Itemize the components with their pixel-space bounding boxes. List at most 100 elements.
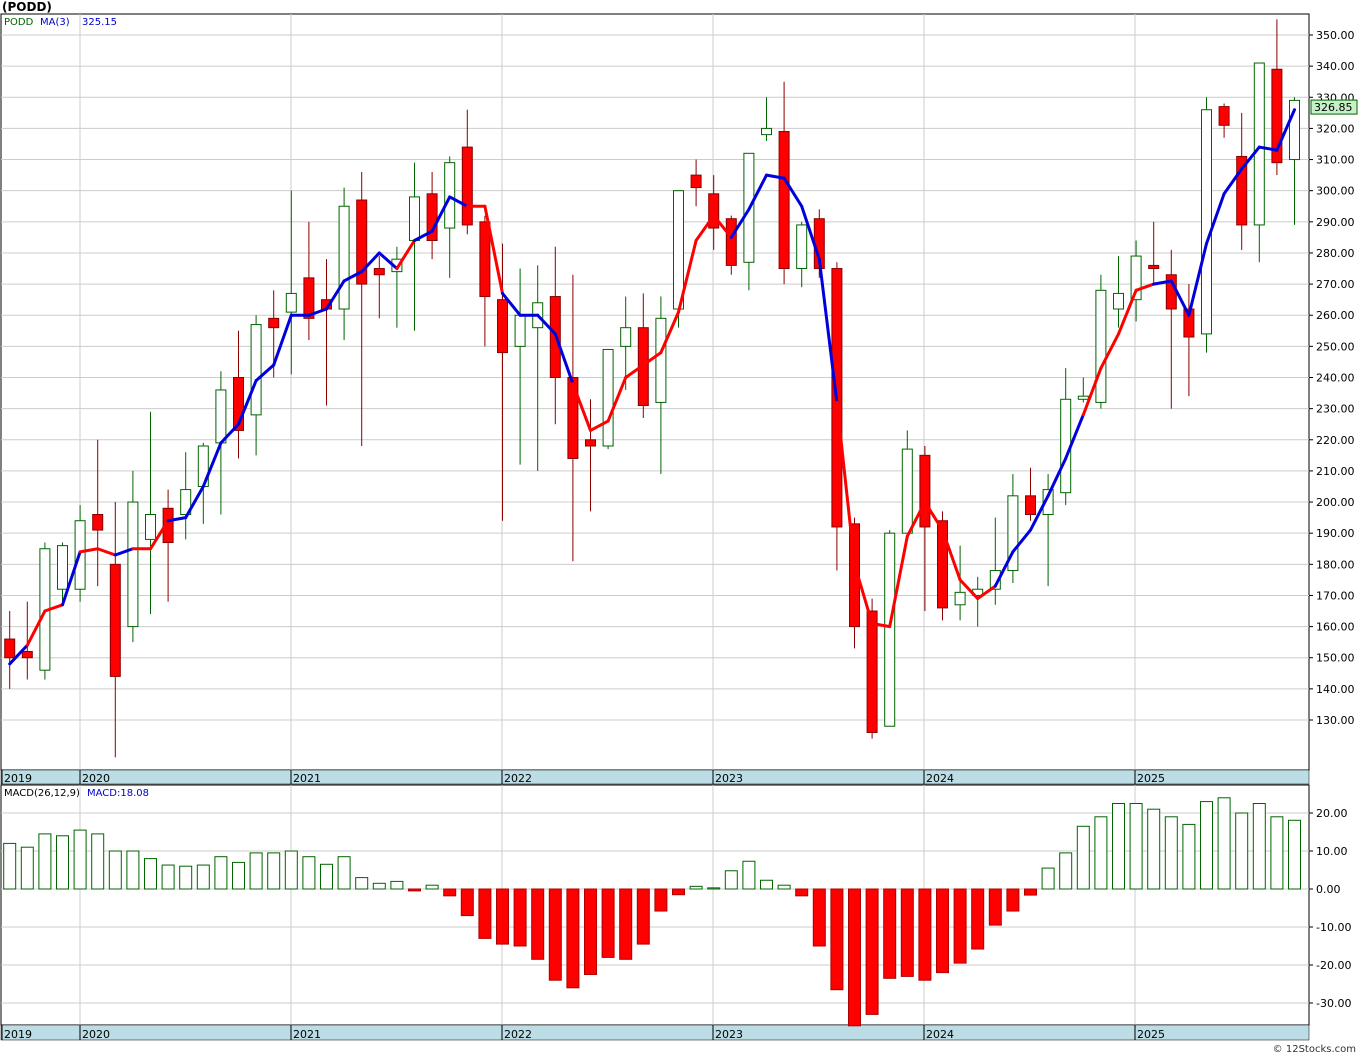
ma3-segment — [712, 214, 733, 239]
ma3-segment — [729, 207, 751, 239]
macd-bar — [1006, 888, 1020, 912]
ma3-segment — [976, 584, 997, 601]
price-tick-label: 220.00 — [1316, 434, 1355, 447]
macd-x-label: 2025 — [1137, 1028, 1165, 1041]
macd-bar — [848, 888, 861, 1027]
candle-body — [268, 317, 280, 329]
ma3-segment — [501, 291, 522, 317]
candle-body — [1113, 292, 1124, 310]
macd-bar — [883, 888, 897, 979]
macd-bar — [144, 858, 157, 890]
macd-bar — [460, 888, 474, 917]
candle-body — [57, 545, 68, 590]
candle-body — [620, 327, 632, 347]
macd-bar — [812, 888, 826, 947]
ma3-segment — [113, 547, 135, 557]
ma3-segment — [237, 379, 258, 426]
ma3-segment — [1029, 494, 1050, 532]
candle-body — [1218, 106, 1230, 126]
macd-x-label: 2019 — [4, 1028, 32, 1041]
macd-bar — [355, 877, 369, 890]
ma3-segment — [993, 550, 1015, 588]
candle-body — [1007, 495, 1019, 572]
ma3-segment — [1169, 279, 1191, 317]
ma3-segment — [78, 547, 100, 554]
macd-bar — [654, 888, 668, 912]
ma3-segment — [1275, 108, 1296, 152]
candle-body — [1253, 62, 1265, 226]
macd-bar — [390, 880, 404, 890]
macd-bar — [73, 829, 87, 890]
candle-body — [285, 292, 297, 313]
price-x-label: 2025 — [1137, 772, 1165, 785]
price-tick-label: 310.00 — [1316, 154, 1355, 167]
ma3-segment — [1257, 145, 1279, 152]
candle-body — [180, 489, 192, 516]
candle-body — [92, 514, 104, 531]
macd-bar — [1200, 801, 1213, 890]
macd-bar — [1112, 803, 1125, 890]
candle-body — [849, 523, 860, 628]
macd-bar — [1235, 812, 1249, 890]
ma3-segment — [870, 621, 892, 629]
price-tick-label: 200.00 — [1316, 496, 1355, 509]
macd-bar — [1252, 803, 1266, 890]
price-tick-label: 210.00 — [1316, 465, 1355, 478]
macd-bar — [865, 888, 879, 1015]
candle-body — [954, 591, 966, 606]
macd-bar — [249, 852, 263, 890]
candle-body — [497, 299, 508, 354]
price-tick-label: 290.00 — [1316, 216, 1355, 229]
macd-bar — [953, 888, 967, 964]
macd-bar — [918, 888, 932, 981]
price-tick-label: 180.00 — [1316, 558, 1355, 571]
ma3-segment — [201, 441, 223, 488]
price-x-label: 2024 — [926, 772, 954, 785]
macd-bar — [38, 833, 52, 890]
candle-body — [690, 174, 702, 189]
ma3-segment — [1011, 528, 1032, 554]
ma3-segment — [747, 173, 768, 211]
macd-bar — [636, 888, 650, 945]
price-tick-label: 170.00 — [1316, 589, 1355, 602]
price-date-band — [0, 769, 1310, 785]
candle-body — [162, 507, 174, 544]
macd-bar — [1182, 823, 1196, 890]
ma3-segment — [184, 484, 205, 520]
macd-legend-label: MACD(26,12,9) — [4, 788, 80, 799]
price-tick-label: 250.00 — [1316, 340, 1355, 353]
price-tick-label: 160.00 — [1316, 621, 1355, 634]
ma3-segment — [272, 313, 293, 367]
ma3-segment — [888, 534, 909, 629]
macd-bar — [513, 888, 527, 947]
macd-bar — [443, 888, 457, 897]
chart-title: (PODD) — [2, 0, 52, 14]
macd-tick-label: -20.00 — [1316, 959, 1351, 972]
ma3-segment — [43, 603, 64, 613]
ma3-segment — [413, 229, 434, 242]
ma3-segment — [905, 500, 927, 538]
price-tick-label: 320.00 — [1316, 122, 1355, 135]
ma3-segment — [941, 528, 962, 582]
ma3-segment — [219, 422, 240, 445]
ma3-segment — [96, 547, 117, 557]
ma3-segment — [307, 307, 328, 317]
ma3-segment — [553, 332, 575, 386]
macd-bar — [566, 888, 580, 989]
ma3-segment — [448, 195, 469, 208]
candle-body — [937, 520, 948, 609]
macd-bar — [1217, 797, 1231, 890]
macd-bar — [1076, 825, 1090, 890]
legend-ma-value: 325.15 — [82, 17, 117, 28]
ma3-segment — [8, 643, 29, 666]
ma3-segment — [659, 310, 680, 355]
macd-bar — [707, 887, 721, 890]
candle-body — [778, 131, 790, 270]
macd-bar — [1288, 819, 1301, 890]
ma3-segment — [677, 239, 698, 314]
ma3-segment — [624, 363, 645, 379]
macd-bar — [214, 856, 228, 890]
ma3-segment — [61, 550, 82, 607]
macd-legend-value: MACD:18.08 — [87, 788, 149, 799]
